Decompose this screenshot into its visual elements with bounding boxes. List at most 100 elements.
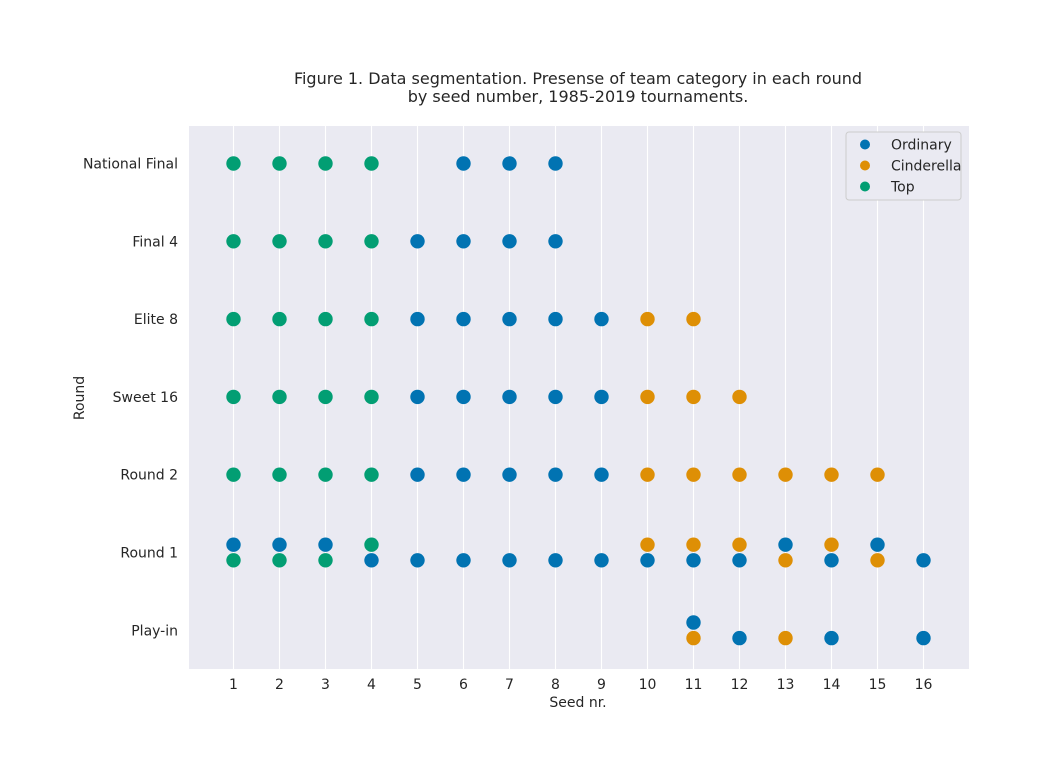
point-cinderella-seed-11-elite-8: [686, 311, 701, 327]
point-ordinary-seed-6-elite-8: [456, 311, 471, 327]
point-cinderella-seed-10-round-2: [640, 467, 655, 482]
point-top-seed-4-final-4: [364, 234, 379, 249]
legend-marker-top: [860, 181, 870, 192]
point-cinderella-seed-13-round-1: [778, 553, 793, 568]
point-ordinary-seed-7-round-1: [502, 553, 517, 568]
point-top-seed-3-national-final: [318, 156, 333, 171]
point-top-seed-1-final-4: [226, 234, 241, 249]
data-points: [226, 156, 931, 646]
point-ordinary-seed-15-round-1: [870, 537, 885, 552]
point-ordinary-seed-5-elite-8: [410, 311, 425, 327]
point-ordinary-seed-13-round-1: [778, 537, 793, 552]
point-cinderella-seed-10-sweet-16: [640, 389, 655, 405]
y-axis-label: Round: [72, 376, 88, 420]
x-axis-label: Seed nr.: [549, 695, 606, 711]
x-tick-label-9: 9: [597, 677, 606, 693]
point-ordinary-seed-11-play-in: [686, 615, 701, 630]
x-tick-label-11: 11: [685, 677, 703, 693]
point-top-seed-1-sweet-16: [226, 389, 241, 405]
point-ordinary-seed-7-final-4: [502, 234, 517, 249]
legend-box: [845, 131, 962, 201]
point-cinderella-seed-12-sweet-16: [732, 389, 747, 405]
y-tick-label-round-1: Round 1: [120, 546, 178, 562]
point-cinderella-seed-11-round-2: [686, 467, 701, 482]
x-tick-label-5: 5: [413, 677, 422, 693]
point-top-seed-2-national-final: [272, 156, 287, 171]
plot-area: [189, 126, 969, 669]
point-ordinary-seed-9-elite-8: [594, 311, 609, 327]
x-tick-label-3: 3: [321, 677, 330, 693]
y-tick-label-elite-8: Elite 8: [134, 312, 178, 328]
point-top-seed-2-sweet-16: [272, 389, 287, 405]
y-tick-label-play-in: Play-in: [131, 623, 178, 639]
point-ordinary-seed-5-sweet-16: [410, 389, 425, 405]
point-ordinary-seed-12-play-in: [732, 630, 747, 646]
point-cinderella-seed-10-round-1: [640, 537, 655, 552]
chart-subtitle: by seed number, 1985-2019 tournaments.: [408, 87, 749, 106]
y-tick-label-sweet-16: Sweet 16: [113, 390, 178, 406]
point-top-seed-3-round-2: [318, 467, 333, 482]
point-ordinary-seed-3-round-1: [318, 537, 333, 552]
point-ordinary-seed-8-elite-8: [548, 311, 563, 327]
point-ordinary-seed-14-play-in: [824, 630, 839, 646]
point-ordinary-seed-12-round-1: [732, 553, 747, 568]
point-ordinary-seed-14-round-1: [824, 553, 839, 568]
point-ordinary-seed-7-sweet-16: [502, 389, 517, 405]
legend-marker-ordinary: [860, 139, 870, 150]
x-tick-label-1: 1: [229, 677, 238, 693]
legend-label-cinderella: Cinderella: [891, 159, 961, 175]
point-top-seed-1-elite-8: [226, 311, 241, 327]
point-top-seed-4-sweet-16: [364, 389, 379, 405]
point-ordinary-seed-9-sweet-16: [594, 389, 609, 405]
point-top-seed-2-elite-8: [272, 311, 287, 327]
point-top-seed-2-round-2: [272, 467, 287, 482]
point-ordinary-seed-10-round-1: [640, 553, 655, 568]
point-cinderella-seed-11-play-in: [686, 630, 701, 646]
point-ordinary-seed-11-round-1: [686, 553, 701, 568]
x-tick-label-15: 15: [869, 677, 887, 693]
point-cinderella-seed-14-round-1: [824, 537, 839, 552]
y-tick-label-round-2: Round 2: [120, 468, 178, 484]
point-top-seed-3-elite-8: [318, 311, 333, 327]
point-ordinary-seed-9-round-1: [594, 553, 609, 568]
x-tick-label-4: 4: [367, 677, 376, 693]
point-ordinary-seed-6-round-1: [456, 553, 471, 568]
chart-title: Figure 1. Data segmentation. Presense of…: [294, 69, 862, 88]
x-tick-label-2: 2: [275, 677, 284, 693]
point-ordinary-seed-5-final-4: [410, 234, 425, 249]
legend-label-ordinary: Ordinary: [891, 138, 952, 154]
point-cinderella-seed-15-round-1: [870, 553, 885, 568]
y-tick-labels: National Final Final 4 Elite 8 Sweet 16 Roun…: [83, 157, 178, 640]
point-cinderella-seed-10-elite-8: [640, 311, 655, 327]
point-ordinary-seed-4-round-1: [364, 553, 379, 568]
y-tick-label-national-final: National Final: [83, 157, 178, 173]
point-ordinary-seed-6-sweet-16: [456, 389, 471, 405]
point-cinderella-seed-12-round-1: [732, 537, 747, 552]
point-ordinary-seed-8-sweet-16: [548, 389, 563, 405]
point-top-seed-3-round-1: [318, 553, 333, 568]
x-tick-label-13: 13: [777, 677, 795, 693]
x-tick-label-14: 14: [823, 677, 841, 693]
point-top-seed-4-elite-8: [364, 311, 379, 327]
x-tick-label-6: 6: [459, 677, 468, 693]
x-tick-label-10: 10: [639, 677, 657, 693]
point-ordinary-seed-6-national-final: [456, 156, 471, 171]
point-ordinary-seed-8-round-2: [548, 467, 563, 482]
point-ordinary-seed-8-national-final: [548, 156, 563, 171]
x-tick-labels: 1 2 3 4 5 6 7 8 9 10 11 12 13 14 15 16: [229, 677, 932, 693]
point-ordinary-seed-9-round-2: [594, 467, 609, 482]
point-ordinary-seed-6-round-2: [456, 467, 471, 482]
x-tick-label-16: 16: [915, 677, 933, 693]
point-cinderella-seed-15-round-2: [870, 467, 885, 482]
point-ordinary-seed-1-round-1: [226, 537, 241, 552]
point-ordinary-seed-16-round-1: [916, 553, 931, 568]
point-cinderella-seed-13-round-2: [778, 467, 793, 482]
legend-marker-cinderella: [860, 160, 870, 171]
point-top-seed-2-final-4: [272, 234, 287, 249]
point-top-seed-2-round-1: [272, 553, 287, 568]
legend-label-top: Top: [890, 180, 915, 196]
x-tick-label-7: 7: [505, 677, 514, 693]
point-ordinary-seed-8-final-4: [548, 234, 563, 249]
point-ordinary-seed-16-play-in: [916, 630, 931, 646]
point-cinderella-seed-13-play-in: [778, 630, 793, 646]
